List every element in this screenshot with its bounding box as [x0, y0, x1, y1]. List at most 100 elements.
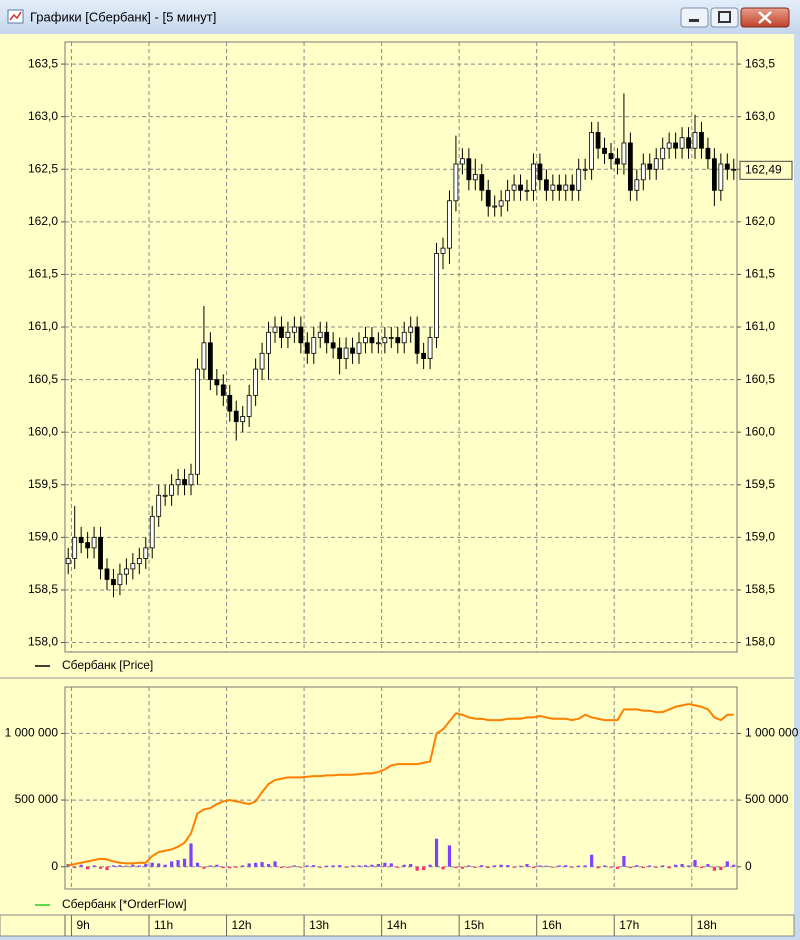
candle-body — [363, 337, 368, 344]
bar — [609, 866, 613, 868]
y-tick-label: 161,5 — [745, 267, 775, 281]
bar — [590, 854, 594, 867]
bar — [648, 865, 652, 867]
candle-body — [711, 158, 717, 191]
candle-body — [673, 142, 679, 149]
y-tick-label: 158,5 — [745, 582, 775, 596]
candle-body — [479, 174, 485, 191]
candle-body — [266, 331, 271, 354]
maximize-button[interactable] — [710, 7, 739, 28]
bar — [344, 866, 348, 868]
candle-body — [699, 132, 704, 149]
bar — [370, 864, 374, 867]
bar — [124, 865, 128, 867]
candle-body — [259, 352, 265, 370]
candle-body — [550, 184, 556, 191]
bar — [111, 865, 116, 867]
candle-body — [602, 147, 607, 154]
bar — [396, 866, 400, 868]
bar — [105, 866, 109, 871]
candle-body — [686, 137, 691, 149]
bar — [564, 865, 568, 867]
candle-body — [343, 347, 349, 359]
candle-body — [621, 142, 627, 165]
y-tick-label: 159,5 — [28, 477, 58, 491]
candle-body — [705, 147, 711, 160]
candle-body — [253, 368, 259, 396]
bar — [202, 866, 206, 869]
candle-body — [718, 163, 724, 191]
candle-body — [427, 337, 433, 359]
y-tick-label: 0 — [51, 859, 58, 873]
candle-body — [453, 163, 459, 202]
legend-label: Сбербанк [*OrderFlow] — [62, 897, 187, 911]
bar — [144, 864, 148, 867]
y-tick-label: 159,0 — [745, 530, 775, 544]
bar — [131, 864, 135, 867]
bar — [86, 866, 90, 870]
candle-body — [440, 247, 446, 254]
candle-body — [91, 536, 97, 549]
bar — [641, 866, 645, 869]
bar — [506, 865, 510, 867]
bar — [241, 865, 245, 867]
y-tick-label: 159,0 — [28, 530, 58, 544]
candle-body — [72, 536, 78, 559]
x-tick-label: 17h — [619, 918, 639, 932]
candle-body — [627, 142, 633, 191]
bar — [273, 861, 277, 867]
y-tick-label: 500 000 — [15, 792, 59, 806]
y-tick-label: 160,0 — [745, 424, 775, 438]
x-tick-label: 11h — [154, 918, 173, 932]
candle-body — [531, 163, 536, 191]
x-tick-label: 14h — [387, 918, 407, 932]
bar — [686, 865, 691, 867]
candle-body — [324, 331, 330, 344]
bar — [350, 865, 355, 867]
bar — [615, 866, 620, 869]
minimize-icon — [689, 19, 699, 22]
y-tick-label: 161,0 — [28, 319, 58, 333]
bar — [415, 866, 419, 871]
bar — [538, 865, 542, 867]
candle-body — [130, 563, 136, 570]
bar — [402, 864, 406, 867]
bar — [460, 866, 464, 869]
y-tick-label: 163,5 — [745, 56, 775, 70]
candle-body — [459, 158, 465, 165]
legend-label: Сбербанк [Price] — [62, 658, 153, 672]
bar — [292, 865, 296, 867]
candle-body — [156, 494, 162, 517]
y-tick-label: 159,5 — [745, 477, 775, 491]
candle-body — [298, 326, 304, 344]
bar — [176, 860, 180, 867]
bar — [680, 864, 684, 867]
bar — [150, 862, 154, 867]
bar — [447, 845, 452, 867]
bar — [577, 865, 581, 867]
bar — [725, 861, 729, 867]
bar — [98, 866, 103, 869]
candle-body — [143, 547, 149, 559]
candle-body — [207, 342, 213, 381]
bar — [493, 865, 497, 867]
window-title: Графики [Сбербанк] - [5 минут] — [30, 9, 216, 24]
candle-body — [666, 142, 672, 149]
bar — [467, 865, 471, 867]
bar — [596, 866, 600, 869]
bar — [422, 866, 426, 871]
bar — [480, 865, 484, 867]
candle-body — [78, 536, 84, 544]
minimize-button[interactable] — [680, 7, 709, 28]
y-tick-label: 160,0 — [28, 424, 58, 438]
candle-body — [117, 573, 123, 586]
candle-body — [660, 147, 666, 160]
orderflow-plot-border — [64, 686, 738, 890]
last-price-label: 162,49 — [745, 162, 782, 176]
candle-body — [272, 326, 278, 333]
bar — [628, 866, 632, 869]
candle-body — [233, 410, 239, 423]
candle-body — [291, 326, 297, 333]
bar — [706, 864, 710, 867]
bar — [531, 866, 536, 869]
